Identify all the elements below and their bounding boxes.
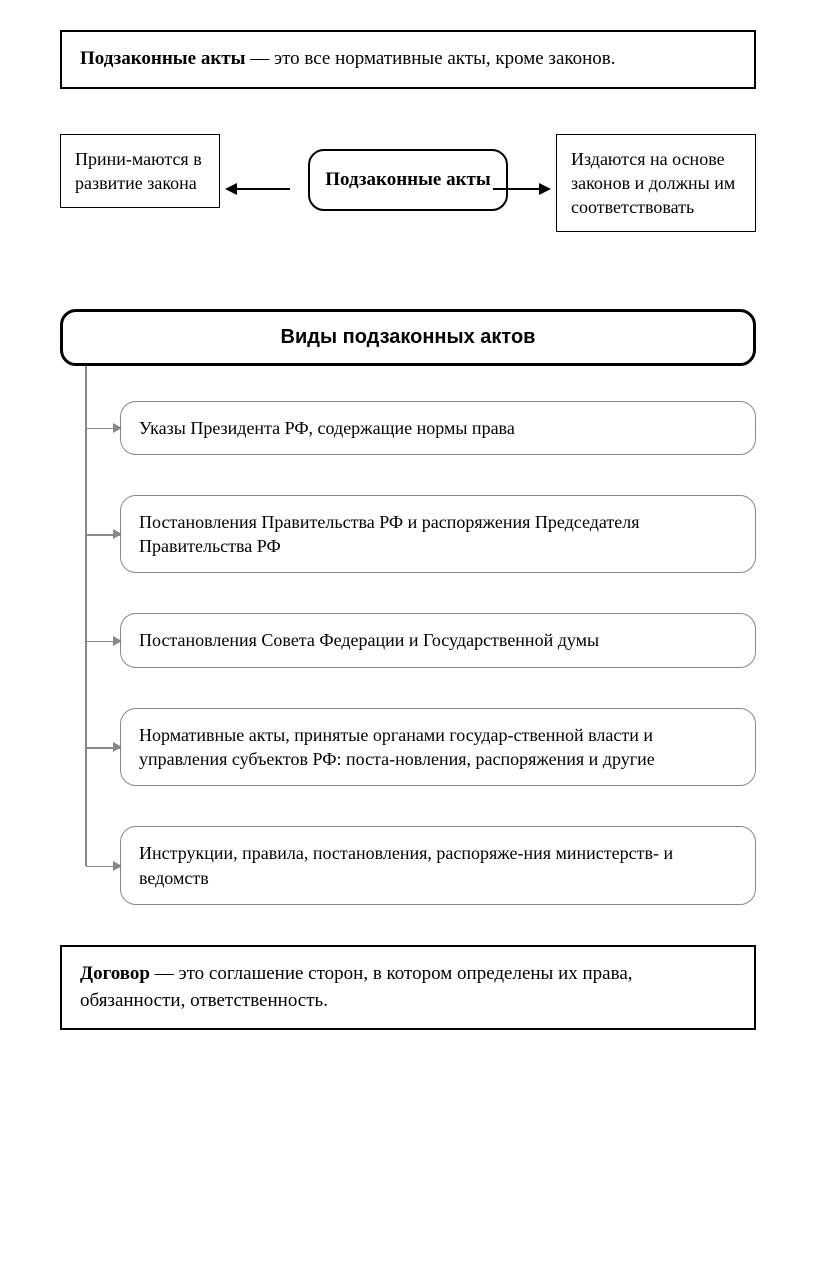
connector-arrow-icon <box>113 742 122 752</box>
connector-arrow-icon <box>113 529 122 539</box>
type-item-text: Постановления Совета Федерации и Государ… <box>139 630 599 650</box>
definition-text-1: это все нормативные акты, кроме законов. <box>274 48 616 69</box>
definition-term-1: Подзаконные акты <box>80 48 245 69</box>
definition-dash-2: — <box>150 963 179 984</box>
trio-left-box: Прини-маются в развитие закона <box>60 134 220 209</box>
type-item-text: Инструкции, правила, постановления, расп… <box>139 843 673 887</box>
type-item: Указы Президента РФ, содержащие нормы пр… <box>120 401 756 455</box>
connector-arrow-icon <box>113 861 122 871</box>
type-item-text: Постановления Правительства РФ и распоря… <box>139 512 640 556</box>
types-list: Указы Президента РФ, содержащие нормы пр… <box>60 366 756 905</box>
definition-box-2: Договор — это соглашение сторон, в котор… <box>60 945 756 1030</box>
type-item: Нормативные акты, принятые органами госу… <box>120 708 756 787</box>
definition-term-2: Договор <box>80 963 150 984</box>
type-item: Инструкции, правила, постановления, расп… <box>120 826 756 905</box>
type-item: Постановления Правительства РФ и распоря… <box>120 495 756 574</box>
definition-box-1: Подзаконные акты — это все нормативные а… <box>60 30 756 89</box>
type-item-text: Нормативные акты, принятые органами госу… <box>139 725 655 769</box>
connector-vertical-line <box>85 366 87 866</box>
types-header: Виды подзаконных актов <box>60 309 756 366</box>
trio-right-box: Издаются на основе законов и должны им с… <box>556 134 756 233</box>
connector-arrow-icon <box>113 636 122 646</box>
definition-dash-1: — <box>245 48 274 69</box>
type-item: Постановления Совета Федерации и Государ… <box>120 613 756 667</box>
trio-center-box: Подзаконные акты <box>308 149 508 212</box>
trio-diagram: Прини-маются в развитие закона Подзаконн… <box>60 124 756 274</box>
type-item-text: Указы Президента РФ, содержащие нормы пр… <box>139 418 515 438</box>
connector-arrow-icon <box>113 423 122 433</box>
